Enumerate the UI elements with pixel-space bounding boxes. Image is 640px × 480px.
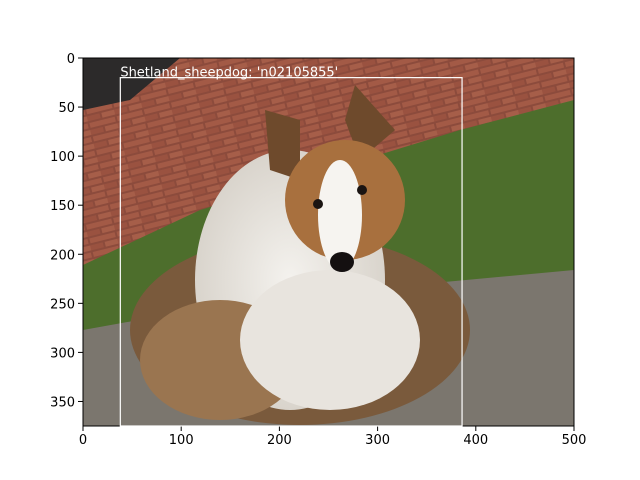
y-tick-label: 50 [58, 101, 75, 116]
y-tick-label: 150 [50, 199, 75, 214]
x-tick-label: 500 [562, 433, 587, 448]
x-tick-label: 0 [79, 433, 87, 448]
y-tick-label: 100 [50, 150, 75, 165]
x-tick-label: 400 [463, 433, 488, 448]
y-tick-label: 300 [50, 346, 75, 361]
bounding-box [119, 77, 463, 427]
y-tick-label: 0 [67, 52, 75, 67]
photo [83, 58, 574, 426]
y-tick-label: 250 [50, 297, 75, 312]
x-tick-label: 300 [365, 433, 390, 448]
box-label: Shetland_sheepdog: 'n02105855' [120, 66, 338, 81]
x-tick-label: 200 [267, 433, 292, 448]
y-tick-label: 200 [50, 248, 75, 263]
x-tick-label: 100 [169, 433, 194, 448]
y-tick-label: 350 [50, 395, 75, 410]
